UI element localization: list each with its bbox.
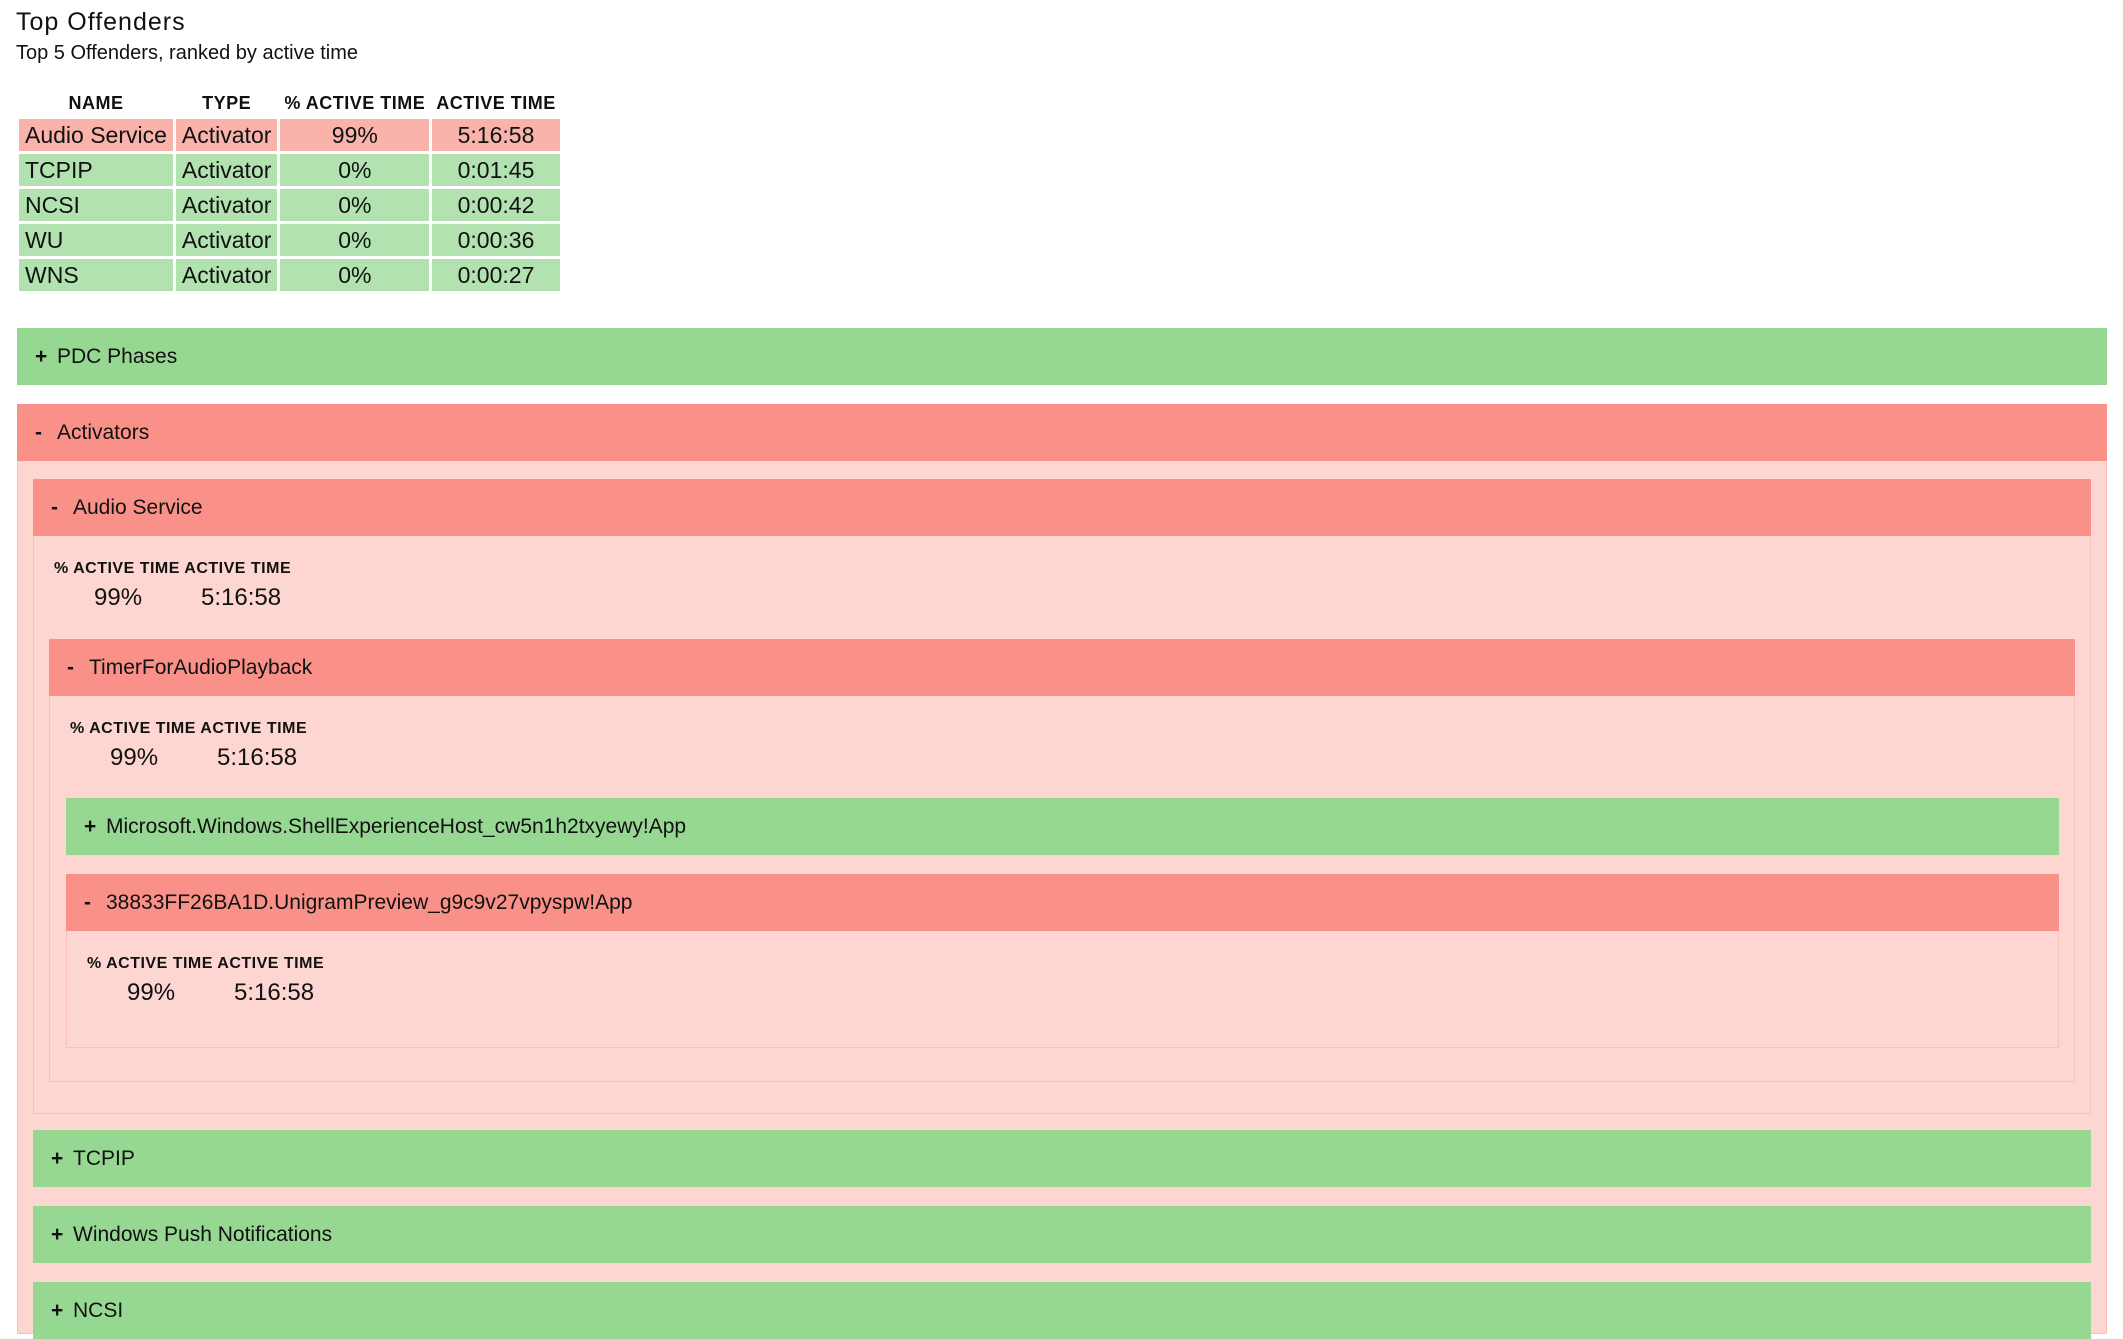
active-time-value: 5:16:58 xyxy=(201,584,282,611)
pct-active-time-value: 99% xyxy=(110,744,159,771)
cell-type: Activator xyxy=(175,259,278,291)
pct-active-time-value: 99% xyxy=(127,979,176,1006)
cell-type: Activator xyxy=(175,189,278,221)
cell-type: Activator xyxy=(175,119,278,151)
section-label: TimerForAudioPlayback xyxy=(89,655,313,679)
page-subtitle: Top 5 Offenders, ranked by active time xyxy=(16,42,359,64)
section-label: Activators xyxy=(57,420,150,444)
active-time-value: 5:16:58 xyxy=(234,979,315,1006)
cell-pct: 99% xyxy=(280,119,430,151)
timer-stats: % ACTIVE TIME ACTIVE TIME 99% 5:16:58 xyxy=(70,720,307,774)
section-header-unigram-preview[interactable]: - 38833FF26BA1D.UnigramPreview_g9c9v27vp… xyxy=(66,874,2059,931)
active-time-header: ACTIVE TIME xyxy=(200,720,308,737)
expand-toggle[interactable]: + xyxy=(84,814,97,838)
column-header-active-time: ACTIVE TIME xyxy=(436,93,556,113)
collapse-toggle[interactable]: - xyxy=(35,420,42,444)
section-header-windows-push-notifications[interactable]: + Windows Push Notifications xyxy=(33,1206,2091,1263)
collapse-toggle[interactable]: - xyxy=(84,890,91,914)
cell-name: Audio Service xyxy=(19,119,173,151)
table-row: WNS Activator 0% 0:00:27 xyxy=(19,259,560,291)
section-label: NCSI xyxy=(73,1298,124,1322)
cell-name: NCSI xyxy=(19,189,173,221)
section-label: Windows Push Notifications xyxy=(73,1222,333,1246)
pct-active-time-header: % ACTIVE TIME xyxy=(87,955,213,972)
section-label: TCPIP xyxy=(73,1146,135,1170)
column-header-name: NAME xyxy=(68,93,124,113)
cell-time: 5:16:58 xyxy=(432,119,560,151)
expand-toggle[interactable]: + xyxy=(51,1222,64,1246)
section-header-ncsi[interactable]: + NCSI xyxy=(33,1282,2091,1339)
collapse-toggle[interactable]: - xyxy=(51,495,58,519)
cell-pct: 0% xyxy=(280,189,430,221)
pct-active-time-value: 99% xyxy=(94,584,143,611)
expand-toggle[interactable]: + xyxy=(51,1146,64,1170)
top-offenders-table: NAME TYPE % ACTIVE TIME ACTIVE TIME Audi… xyxy=(16,88,563,294)
section-label: 38833FF26BA1D.UnigramPreview_g9c9v27vpys… xyxy=(106,890,633,914)
cell-name: WNS xyxy=(19,259,173,291)
section-label: Microsoft.Windows.ShellExperienceHost_cw… xyxy=(106,814,687,838)
cell-time: 0:00:36 xyxy=(432,224,560,256)
expand-toggle[interactable]: + xyxy=(35,344,48,368)
table-row: WU Activator 0% 0:00:36 xyxy=(19,224,560,256)
cell-pct: 0% xyxy=(280,259,430,291)
section-header-pdc-phases[interactable]: + PDC Phases xyxy=(17,328,2107,385)
unigram-stats: % ACTIVE TIME ACTIVE TIME 99% 5:16:58 xyxy=(87,955,324,1009)
cell-time: 0:00:27 xyxy=(432,259,560,291)
section-label: Audio Service xyxy=(73,495,203,519)
page-title: Top Offenders xyxy=(16,8,186,36)
cell-name: WU xyxy=(19,224,173,256)
column-header-type: TYPE xyxy=(202,93,252,113)
cell-name: TCPIP xyxy=(19,154,173,186)
section-header-tcpip[interactable]: + TCPIP xyxy=(33,1130,2091,1187)
table-row: NCSI Activator 0% 0:00:42 xyxy=(19,189,560,221)
collapse-toggle[interactable]: - xyxy=(67,655,74,679)
table-row: TCPIP Activator 0% 0:01:45 xyxy=(19,154,560,186)
section-label: PDC Phases xyxy=(57,344,178,368)
cell-type: Activator xyxy=(175,224,278,256)
section-header-shell-experience-host[interactable]: + Microsoft.Windows.ShellExperienceHost_… xyxy=(66,798,2059,855)
expand-toggle[interactable]: + xyxy=(51,1298,64,1322)
pct-active-time-header: % ACTIVE TIME xyxy=(70,720,196,737)
active-time-value: 5:16:58 xyxy=(217,744,298,771)
cell-pct: 0% xyxy=(280,224,430,256)
cell-pct: 0% xyxy=(280,154,430,186)
pct-active-time-header: % ACTIVE TIME xyxy=(54,560,180,577)
section-header-audio-service[interactable]: - Audio Service xyxy=(33,479,2091,536)
cell-time: 0:01:45 xyxy=(432,154,560,186)
active-time-header: ACTIVE TIME xyxy=(184,560,292,577)
audio-service-stats: % ACTIVE TIME ACTIVE TIME 99% 5:16:58 xyxy=(54,560,291,614)
section-header-activators[interactable]: - Activators xyxy=(17,404,2107,461)
active-time-header: ACTIVE TIME xyxy=(217,955,325,972)
cell-time: 0:00:42 xyxy=(432,189,560,221)
table-row: Audio Service Activator 99% 5:16:58 xyxy=(19,119,560,151)
section-header-timer-for-audio-playback[interactable]: - TimerForAudioPlayback xyxy=(49,639,2075,696)
column-header-pct-active-time: % ACTIVE TIME xyxy=(284,93,426,113)
table-header-row: NAME TYPE % ACTIVE TIME ACTIVE TIME xyxy=(19,91,560,116)
cell-type: Activator xyxy=(175,154,278,186)
